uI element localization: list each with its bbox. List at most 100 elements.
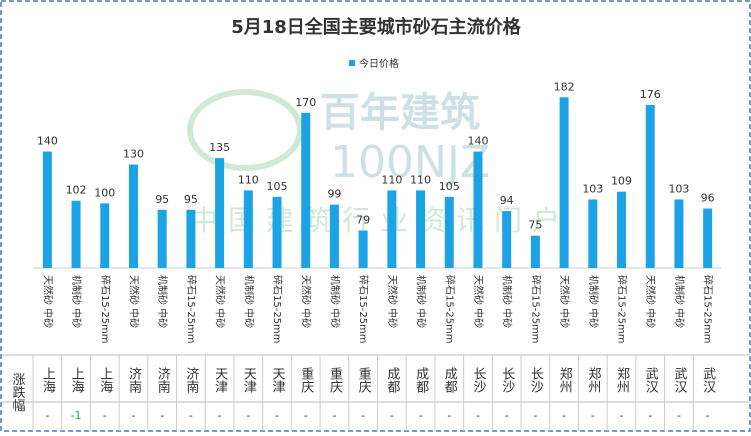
table-change: - <box>533 409 537 422</box>
bar <box>645 105 655 268</box>
table-city: 武汉 <box>671 367 687 393</box>
bar <box>100 203 110 268</box>
table-change: - <box>648 409 652 422</box>
table-change: - <box>447 409 451 422</box>
x-tick-label: 机制砂 中砂 <box>70 275 83 328</box>
watermark-brand: 百年建筑 <box>320 90 480 136</box>
bar <box>301 112 311 268</box>
data-label: 182 <box>554 80 575 93</box>
bar <box>243 190 253 268</box>
table-change: - <box>160 409 164 422</box>
table-city: 成都 <box>384 367 400 393</box>
table-change: - <box>275 409 279 422</box>
data-label: 110 <box>238 173 259 186</box>
table-city: 重庆 <box>327 366 343 393</box>
x-tick-label: 天然砂 中砂 <box>214 275 227 328</box>
x-tick-label: 碎石15-25mm <box>357 275 370 344</box>
x-tick-label: 天然砂 中砂 <box>41 275 54 328</box>
bar <box>329 204 339 268</box>
data-label: 105 <box>439 180 460 193</box>
table-change: - <box>476 409 480 422</box>
bar <box>387 190 397 268</box>
bar <box>215 158 225 268</box>
table-change: - <box>706 409 710 422</box>
data-label: 135 <box>209 141 230 154</box>
table-change: - <box>505 409 509 422</box>
x-tick-label: 机制砂 中砂 <box>587 275 600 328</box>
table-city: 郑州 <box>557 367 573 393</box>
data-label: 96 <box>701 192 715 205</box>
table-change: - <box>304 409 308 422</box>
data-label: 95 <box>184 193 198 206</box>
table-city: 重庆 <box>356 366 372 393</box>
table-city: 上海 <box>97 367 113 393</box>
table-city: 武汉 <box>700 367 716 393</box>
legend-label: 今日价格 <box>359 57 399 70</box>
data-label: 103 <box>668 182 689 195</box>
table-change: - <box>246 409 250 422</box>
data-label: 99 <box>327 188 341 201</box>
data-label: 79 <box>356 213 370 226</box>
data-label: 140 <box>37 135 58 148</box>
bar <box>272 196 282 268</box>
table-city: 天津 <box>241 367 257 393</box>
table-city: 天津 <box>270 367 286 393</box>
data-label: 94 <box>500 194 514 207</box>
table-city: 长沙 <box>470 367 486 393</box>
data-label: 100 <box>94 186 115 199</box>
table-city: 武汉 <box>643 367 659 393</box>
table-city: 济南 <box>155 367 171 393</box>
table-city: 郑州 <box>585 367 601 393</box>
bar <box>530 235 540 268</box>
table-city: 成都 <box>413 367 429 393</box>
bar <box>128 164 138 268</box>
x-tick-label: 碎石15-25mm <box>271 275 284 344</box>
bar <box>703 208 713 268</box>
table-change: - <box>45 409 49 422</box>
x-tick-label: 机制砂 中砂 <box>242 275 255 328</box>
x-tick-label: 机制砂 中砂 <box>673 275 686 328</box>
bar <box>502 211 512 268</box>
table-change: - <box>562 409 566 422</box>
bar <box>588 199 598 268</box>
table-change: - <box>103 409 107 422</box>
data-label: 140 <box>467 135 488 148</box>
table-change: - <box>390 409 394 422</box>
table-city: 长沙 <box>528 367 544 393</box>
bar <box>444 196 454 268</box>
table-change: - <box>361 409 365 422</box>
table-city: 济南 <box>183 367 199 393</box>
table-change: -1 <box>71 409 82 422</box>
table-change: - <box>218 409 222 422</box>
x-tick-label: 机制砂 中砂 <box>501 275 514 328</box>
data-label: 102 <box>66 184 87 197</box>
x-tick-label: 天然砂 中砂 <box>386 275 399 328</box>
data-label: 103 <box>582 182 603 195</box>
table-city: 重庆 <box>298 366 314 393</box>
data-label: 130 <box>123 148 144 161</box>
bar <box>186 209 196 268</box>
x-tick-label: 天然砂 中砂 <box>558 275 571 328</box>
table-row-header: 涨跌幅 <box>10 373 26 413</box>
table-city: 郑州 <box>614 367 630 393</box>
x-tick-label: 天然砂 中砂 <box>127 275 140 328</box>
table-change: - <box>332 409 336 422</box>
x-tick-label: 机制砂 中砂 <box>415 275 428 328</box>
table-city: 上海 <box>69 367 85 393</box>
data-label: 95 <box>155 193 169 206</box>
table-change: - <box>620 409 624 422</box>
data-label: 110 <box>381 173 402 186</box>
x-tick-label: 机制砂 中砂 <box>328 275 341 328</box>
x-tick-label: 碎石15-25mm <box>443 275 456 344</box>
data-label: 75 <box>528 219 542 232</box>
x-tick-label: 天然砂 中砂 <box>644 275 657 328</box>
table-city: 上海 <box>40 367 56 393</box>
table-city: 长沙 <box>499 367 515 393</box>
chart-title: 5月18日全国主要城市砂石主流价格 <box>231 16 522 38</box>
x-tick-label: 碎石15-25mm <box>185 275 198 344</box>
table-city: 济南 <box>126 367 142 393</box>
data-label: 109 <box>611 175 632 188</box>
bar <box>157 209 167 268</box>
watermark-code: 100NJZ <box>330 137 490 188</box>
